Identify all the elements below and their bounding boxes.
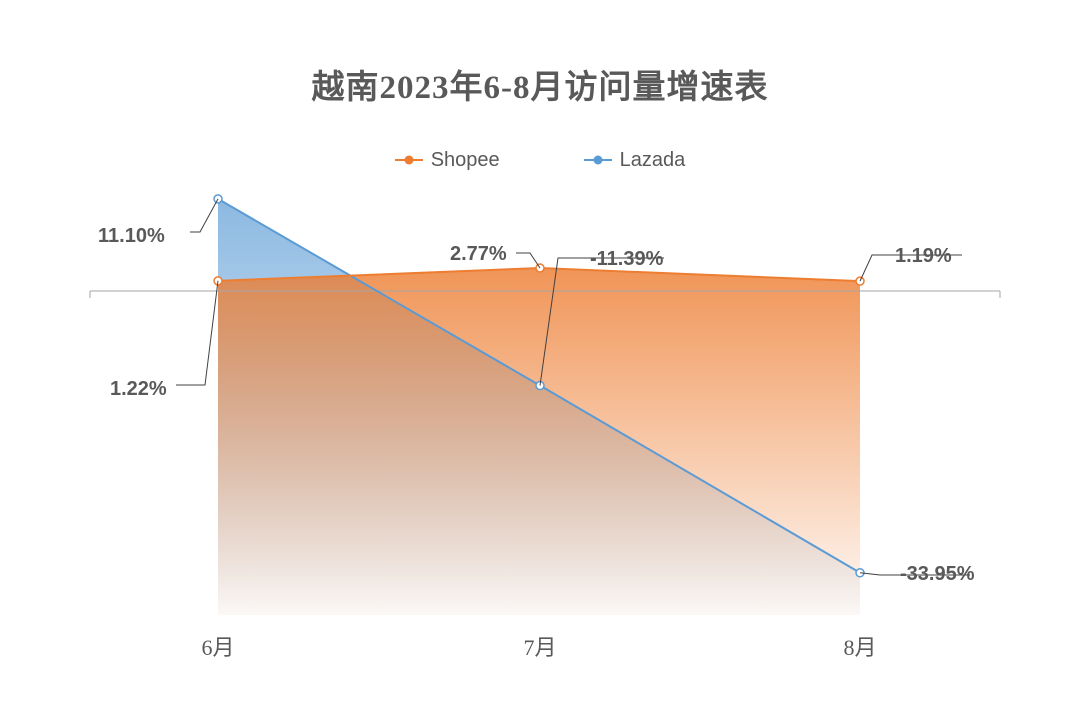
chart-plot: 11.10% -11.39% -33.95% 1.22% 2.77% 1.19% 6月 7月 8… — [0, 0, 1080, 719]
data-label-shopee-1: 2.77% — [450, 243, 507, 265]
data-label-lazada-0: 11.10% — [98, 225, 165, 247]
data-label-lazada-2: -33.95% — [900, 563, 975, 585]
chart-container: 越南2023年6-8月访问量增速表 Shopee Lazada 11.10%-1… — [0, 0, 1080, 719]
area-shopee — [218, 268, 860, 615]
x-label-1: 7月 — [523, 635, 556, 660]
leader-lazada-0 — [190, 199, 218, 232]
x-label-2: 8月 — [843, 635, 876, 660]
leader-shopee-0 — [176, 281, 218, 385]
data-label-shopee-0: 1.22% — [110, 378, 167, 400]
data-label-lazada-1: -11.39% — [590, 248, 664, 270]
data-label-shopee-2: 1.19% — [895, 245, 952, 267]
x-label-0: 6月 — [201, 635, 234, 660]
